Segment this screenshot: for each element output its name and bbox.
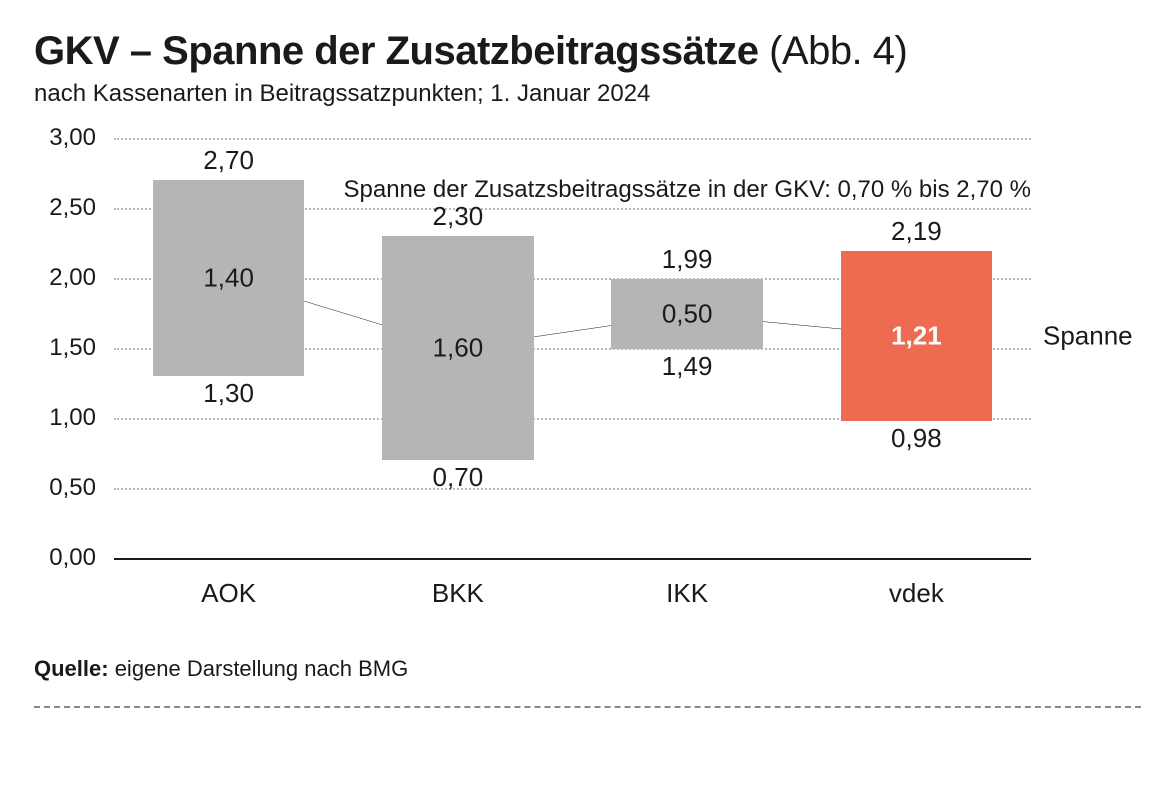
source-line: Quelle: eigene Darstellung nach BMG bbox=[34, 656, 1141, 682]
plot-area: 2,70 1,30 2,30 0,70 1,99 1,49 2,19 0,98 1,40 1,60… bbox=[114, 138, 1031, 558]
bar-high-label: 2,70 bbox=[203, 145, 254, 176]
x-tick-label: AOK bbox=[201, 578, 256, 609]
title-bold: GKV – Spanne der Zusatzbeitragssätze bbox=[34, 29, 758, 73]
source-label: Quelle: bbox=[34, 656, 109, 681]
x-tick-label: vdek bbox=[889, 578, 944, 609]
y-tick-label: 0,50 bbox=[49, 474, 96, 502]
footer-divider bbox=[34, 706, 1141, 708]
x-tick-label: IKK bbox=[666, 578, 708, 609]
chart-area: 0,000,501,001,502,002,503,00 2,701,302,3… bbox=[34, 138, 1141, 618]
x-tick-label: BKK bbox=[432, 578, 484, 609]
bar-high-label: 1,99 bbox=[662, 244, 713, 275]
bar-high-label: 2,19 bbox=[891, 216, 942, 247]
bar-span-label: 1,21 bbox=[891, 321, 942, 352]
y-tick-label: 3,00 bbox=[49, 124, 96, 152]
y-tick-label: 0,00 bbox=[49, 544, 96, 572]
bar-low-label: 0,70 bbox=[433, 462, 484, 493]
grid-line bbox=[114, 138, 1031, 140]
bar-span-label: 1,40 bbox=[203, 262, 254, 293]
y-tick-label: 2,50 bbox=[49, 194, 96, 222]
chart-subtitle: nach Kassenarten in Beitragssatzpunkten;… bbox=[34, 80, 1141, 108]
source-text: eigene Darstellung nach BMG bbox=[109, 656, 409, 681]
chart-title: GKV – Spanne der Zusatzbeitragssätze (Ab… bbox=[34, 28, 1141, 74]
bar-span-label: 1,60 bbox=[433, 333, 484, 364]
y-tick-label: 2,00 bbox=[49, 264, 96, 292]
x-axis-line bbox=[114, 558, 1031, 560]
bar-low-label: 1,49 bbox=[662, 351, 713, 382]
bar-high-label: 2,30 bbox=[433, 201, 484, 232]
bar-span-label: 0,50 bbox=[662, 299, 713, 330]
bar-low-label: 1,30 bbox=[203, 378, 254, 409]
grid-line bbox=[114, 488, 1031, 490]
chart-note: Spanne der Zusatzsbeitragssätze in der G… bbox=[344, 176, 1032, 204]
x-axis-labels: AOK BKK IKK vdek bbox=[114, 568, 1031, 618]
bar-low-label: 0,98 bbox=[891, 423, 942, 454]
title-rest: (Abb. 4) bbox=[758, 29, 907, 73]
y-axis-labels: 0,000,501,001,502,002,503,00 bbox=[34, 138, 104, 558]
y-tick-label: 1,50 bbox=[49, 334, 96, 362]
spanne-axis-label: Spanne bbox=[1043, 321, 1133, 352]
y-tick-label: 1,00 bbox=[49, 404, 96, 432]
